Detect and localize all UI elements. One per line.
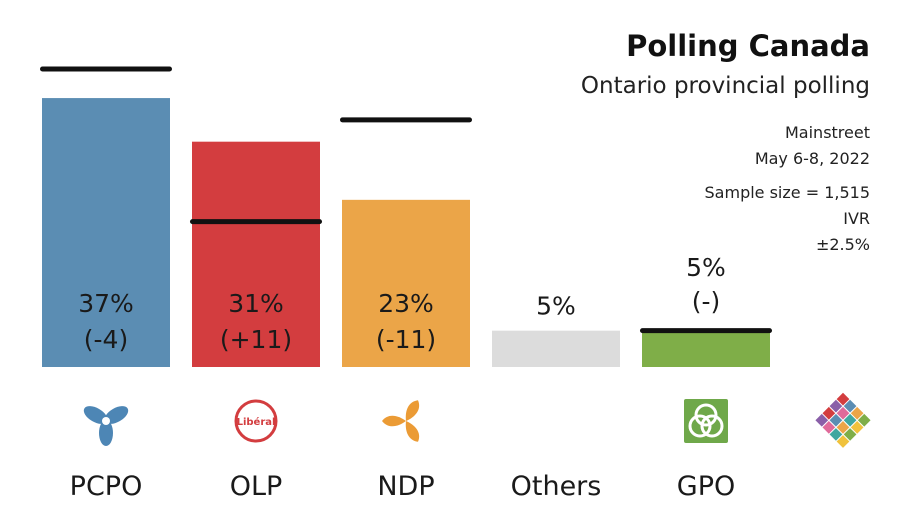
chart-subtitle: Ontario provincial polling bbox=[580, 73, 870, 99]
category-label-ndp: NDP bbox=[377, 471, 434, 502]
ndp-trillium-icon bbox=[382, 400, 420, 442]
header: Polling Canada Ontario provincial pollin… bbox=[581, 28, 870, 258]
bar-ndp bbox=[342, 199, 470, 367]
previous-result-marker-gpo bbox=[640, 328, 772, 334]
previous-result-marker-olp bbox=[190, 219, 322, 225]
previous-result-marker-pcpo bbox=[40, 66, 172, 72]
value-label-ndp: 23% bbox=[378, 289, 434, 318]
pollster: Mainstreet bbox=[785, 123, 870, 142]
change-label-pcpo: (-4) bbox=[84, 325, 128, 354]
poll-dates: May 6-8, 2022 bbox=[754, 149, 870, 168]
value-label-gpo: 5% bbox=[686, 253, 726, 282]
polling-canada-logo-icon bbox=[815, 392, 871, 448]
sample-size: Sample size = 1,515 bbox=[704, 183, 870, 202]
bar-others bbox=[492, 330, 620, 367]
chart-title: Polling Canada bbox=[626, 29, 870, 63]
previous-result-marker-ndp bbox=[340, 117, 472, 123]
value-label-olp: 31% bbox=[228, 289, 284, 318]
pc-trillium-icon bbox=[83, 406, 129, 446]
green-party-icon bbox=[684, 399, 728, 443]
category-label-others: Others bbox=[511, 471, 602, 502]
category-label-pcpo: PCPO bbox=[70, 471, 143, 502]
svg-text:Libéral: Libéral bbox=[237, 416, 276, 428]
margin-of-error: ±2.5% bbox=[815, 235, 870, 254]
category-label-olp: OLP bbox=[230, 471, 283, 502]
change-label-gpo: (-) bbox=[692, 287, 721, 316]
bar-gpo bbox=[642, 330, 770, 367]
bar-pcpo bbox=[42, 98, 170, 367]
category-label-gpo: GPO bbox=[677, 471, 735, 502]
change-label-olp: (+11) bbox=[220, 325, 292, 354]
value-label-others: 5% bbox=[536, 292, 576, 321]
value-label-pcpo: 37% bbox=[78, 289, 134, 318]
poll-method: IVR bbox=[843, 209, 870, 228]
bar-olp bbox=[192, 141, 320, 367]
liberal-logo-icon: Libéral bbox=[234, 399, 278, 443]
change-label-ndp: (-11) bbox=[376, 325, 436, 354]
